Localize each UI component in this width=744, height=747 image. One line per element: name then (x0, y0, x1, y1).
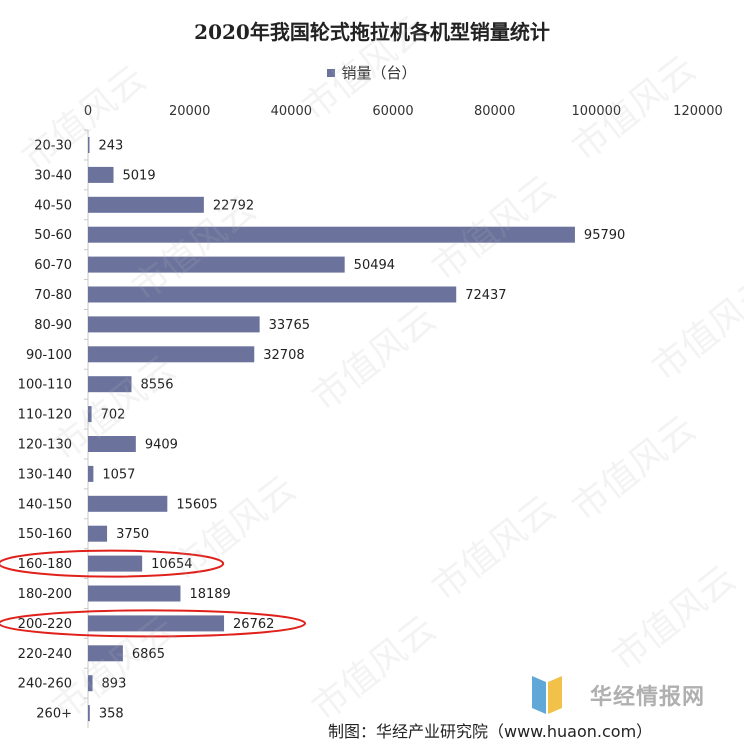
category-label: 110-120 (18, 408, 72, 423)
bar-value-label: 5019 (123, 168, 156, 183)
bar-value-label: 6865 (132, 647, 165, 662)
bar-value-label: 243 (99, 139, 124, 154)
category-label: 20-30 (34, 139, 72, 154)
bar (88, 645, 123, 662)
bar-value-label: 26762 (233, 617, 274, 632)
legend-label: 销量（台） (341, 64, 417, 82)
bar-value-label: 50494 (354, 258, 395, 273)
bar (88, 166, 114, 183)
footer-source: 制图：华经产业研究院（www.huaon.com） (328, 722, 653, 741)
bar (88, 346, 255, 363)
legend: 销量（台） (0, 62, 744, 83)
bar (88, 555, 143, 572)
category-label: 90-100 (26, 348, 72, 363)
x-tick-label: 0 (84, 104, 92, 119)
bar (88, 675, 93, 692)
bar-value-label: 18189 (189, 587, 230, 602)
bar-value-label: 33765 (269, 318, 310, 333)
bar-value-label: 8556 (140, 378, 173, 393)
x-tick-label: 40000 (271, 104, 312, 119)
category-label: 140-150 (18, 497, 72, 512)
bar-value-label: 1057 (102, 467, 135, 482)
bar-value-label: 893 (102, 677, 127, 692)
bar-value-label: 22792 (213, 198, 254, 213)
bar (88, 495, 168, 512)
huaon-logo (532, 672, 744, 716)
bar (88, 256, 345, 273)
highlight-ellipse (0, 549, 225, 578)
category-label: 130-140 (18, 467, 72, 482)
bar (88, 376, 132, 393)
category-label: 70-80 (34, 288, 72, 303)
bar (88, 226, 575, 243)
chart-title: 2020年我国轮式拖拉机各机型销量统计 (194, 20, 550, 44)
category-label: 60-70 (34, 258, 72, 273)
bar (88, 406, 92, 423)
logo-text: 华经情报网 (590, 685, 706, 710)
x-tick-label: 60000 (372, 104, 413, 119)
category-label: 180-200 (18, 587, 72, 602)
x-tick-label: 100000 (572, 104, 622, 119)
bar (88, 137, 90, 153)
bar (88, 585, 181, 602)
bar (88, 705, 90, 722)
bar (88, 196, 204, 213)
bar-value-label: 72437 (465, 288, 506, 303)
category-label: 200-220 (18, 617, 72, 632)
bar-value-label: 358 (99, 707, 124, 722)
category-label: 150-160 (18, 527, 72, 542)
bar-value-label: 9409 (145, 438, 178, 453)
category-label: 160-180 (18, 557, 72, 572)
bar-value-label: 3750 (116, 527, 149, 542)
bar (88, 525, 108, 542)
legend-swatch (327, 68, 336, 77)
category-label: 120-130 (18, 438, 72, 453)
bar (88, 615, 225, 632)
bar-value-label: 32708 (263, 348, 304, 363)
x-tick-label: 20000 (169, 104, 210, 119)
bar (88, 286, 457, 303)
x-tick-label: 120000 (673, 104, 723, 119)
bar (88, 465, 94, 482)
category-label: 220-240 (18, 647, 72, 662)
category-label: 40-50 (34, 198, 72, 213)
category-label: 80-90 (34, 318, 72, 333)
category-label: 100-110 (18, 378, 72, 393)
bar (88, 316, 260, 333)
bar-value-label: 95790 (584, 228, 625, 243)
highlight-ellipse (0, 609, 306, 638)
bar-value-label: 15605 (176, 497, 217, 512)
category-label: 260+ (36, 707, 72, 722)
bar (88, 436, 136, 452)
x-tick-label: 80000 (474, 104, 515, 119)
bar-value-label: 10654 (151, 557, 192, 572)
category-label: 240-260 (18, 677, 72, 692)
logo-mark-icon (532, 676, 562, 714)
category-label: 30-40 (34, 168, 72, 183)
category-label: 50-60 (34, 228, 72, 243)
bar-value-label: 702 (101, 408, 126, 423)
